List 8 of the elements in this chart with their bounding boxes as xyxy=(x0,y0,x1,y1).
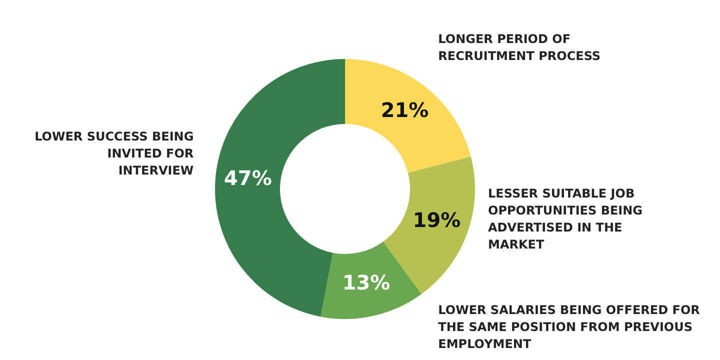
slice-label: LONGER PERIOD OF RECRUITMENT PROCESS xyxy=(438,32,601,64)
slice-label: LESSER SUITABLE JOB OPPORTUNITIES BEING ADVERTISED IN THE MARKET xyxy=(488,186,643,252)
data-label: 19% xyxy=(412,208,461,232)
slice-label: LOWER SALARIES BEING OFFERED FOR THE SAME POSITION FROM PREVIOUS EMPLOYMENT xyxy=(438,303,700,352)
data-label: 13% xyxy=(342,270,390,294)
data-label: 21% xyxy=(380,98,429,122)
data-label: 47% xyxy=(224,166,272,190)
slice-label: LOWER SUCCESS BEING INVITED FOR INTERVIEW xyxy=(34,129,194,178)
